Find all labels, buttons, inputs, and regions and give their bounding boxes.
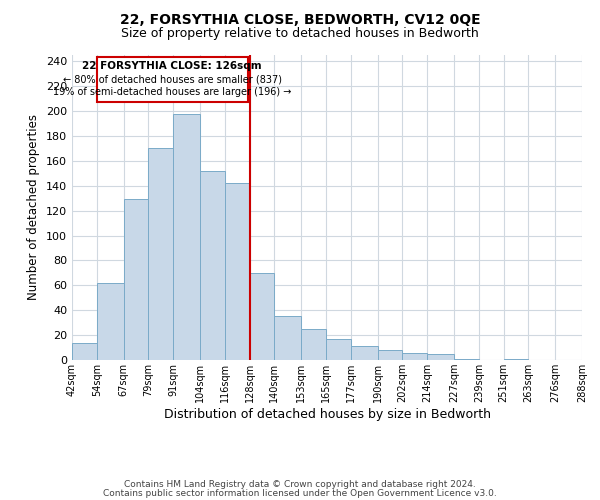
Text: ← 80% of detached houses are smaller (837): ← 80% of detached houses are smaller (83… xyxy=(62,75,281,85)
Bar xyxy=(326,339,351,360)
Bar xyxy=(72,342,97,360)
Bar xyxy=(173,114,200,360)
Bar xyxy=(124,200,148,360)
Bar xyxy=(454,359,479,360)
Bar xyxy=(301,329,326,360)
Bar xyxy=(274,316,301,360)
Text: Contains HM Land Registry data © Crown copyright and database right 2024.: Contains HM Land Registry data © Crown c… xyxy=(124,480,476,489)
Text: Size of property relative to detached houses in Bedworth: Size of property relative to detached ho… xyxy=(121,28,479,40)
Text: 19% of semi-detached houses are larger (196) →: 19% of semi-detached houses are larger (… xyxy=(53,88,292,98)
X-axis label: Distribution of detached houses by size in Bedworth: Distribution of detached houses by size … xyxy=(163,408,491,421)
Bar xyxy=(503,359,529,360)
Bar xyxy=(148,148,173,360)
Bar xyxy=(427,354,454,360)
Bar xyxy=(225,183,250,360)
Bar xyxy=(250,273,274,360)
Bar xyxy=(377,350,403,360)
Bar xyxy=(97,283,124,360)
Text: 22 FORSYTHIA CLOSE: 126sqm: 22 FORSYTHIA CLOSE: 126sqm xyxy=(82,61,262,71)
Bar xyxy=(403,352,427,360)
Bar xyxy=(200,171,225,360)
Bar xyxy=(97,58,248,102)
Text: 22, FORSYTHIA CLOSE, BEDWORTH, CV12 0QE: 22, FORSYTHIA CLOSE, BEDWORTH, CV12 0QE xyxy=(119,12,481,26)
Text: Contains public sector information licensed under the Open Government Licence v3: Contains public sector information licen… xyxy=(103,488,497,498)
Bar xyxy=(351,346,377,360)
Y-axis label: Number of detached properties: Number of detached properties xyxy=(28,114,40,300)
